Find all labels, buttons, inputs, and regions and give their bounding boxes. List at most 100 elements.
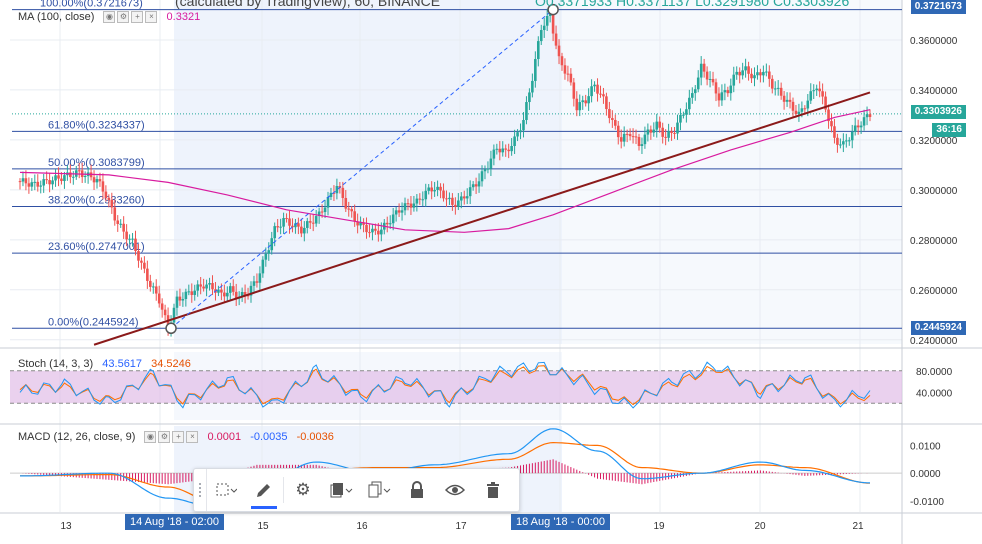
price-axis-label: 0.3200000 — [910, 136, 958, 147]
candle-body — [92, 177, 96, 183]
candle-body — [137, 251, 140, 261]
ma-legend[interactable]: MA (100, close) ◉ ⚙ + × 0.3321 — [18, 11, 201, 24]
candle-body — [842, 141, 845, 145]
candle-body — [753, 75, 756, 79]
candle-body — [803, 108, 807, 110]
candle-body — [388, 223, 392, 225]
gear-icon[interactable]: ⚙ — [117, 11, 130, 24]
gear-icon[interactable]: ⚙ — [158, 431, 171, 444]
settings-button[interactable]: ⚙ — [284, 469, 322, 511]
candle-body — [116, 220, 120, 224]
select-tool-button[interactable] — [207, 469, 245, 511]
candle-body — [72, 176, 75, 178]
candle-body — [231, 286, 235, 292]
candle-body — [720, 92, 724, 101]
candle-body — [264, 253, 268, 260]
candle-body — [18, 181, 22, 183]
ma-legend-value: 0.3321 — [166, 11, 201, 23]
candle-body — [439, 186, 442, 191]
candle-body — [501, 148, 505, 153]
candle-body — [368, 232, 371, 234]
fib-level-label: 38.20%(0.2933260) — [48, 195, 145, 207]
draw-tool-button[interactable] — [245, 469, 283, 511]
candle-body — [323, 207, 327, 213]
time-axis-label: 17 — [455, 521, 467, 532]
candle-body — [454, 204, 457, 207]
candle-body — [273, 226, 277, 239]
candle-body — [107, 197, 111, 200]
price-axis-label: 0.2600000 — [910, 286, 958, 297]
fibonacci-retracement: 100.00%(0.3721673) 61.80%(0.3234337) 50.00… — [12, 0, 902, 329]
plus-icon[interactable]: + — [131, 11, 144, 24]
drawing-toolbar[interactable]: ⚙ — [193, 468, 520, 512]
time-badge-start: 14 Aug '18 - 02:00 — [125, 514, 224, 530]
candle-body — [528, 92, 531, 103]
candle-body — [551, 13, 555, 34]
candle-body — [498, 148, 502, 153]
candle-body — [166, 315, 170, 330]
candle-body — [833, 126, 836, 138]
hide-button[interactable] — [436, 469, 474, 511]
copy-button[interactable] — [360, 469, 398, 511]
candle-body — [525, 102, 528, 121]
candle-body — [21, 178, 25, 182]
select-icon — [216, 483, 237, 496]
plus-icon[interactable]: + — [172, 431, 185, 444]
candle-body — [320, 211, 324, 213]
layers-icon — [330, 483, 353, 498]
candle-body — [415, 198, 419, 204]
candle-body — [184, 291, 188, 299]
candle-body — [776, 87, 780, 89]
macd-legend[interactable]: MACD (12, 26, close, 9) ◉ ⚙ + × 0.0001 -0.0… — [18, 431, 334, 444]
candle-body — [54, 175, 57, 181]
layers-button[interactable] — [322, 469, 360, 511]
candle-body — [797, 111, 801, 115]
candle-body — [859, 125, 863, 128]
ma-legend-label: MA (100, close) — [18, 11, 95, 23]
candle-body — [122, 223, 125, 232]
candle-body — [548, 13, 552, 16]
eye-icon[interactable]: ◉ — [144, 431, 157, 444]
candle-body — [329, 192, 333, 197]
candle-body — [48, 180, 51, 185]
stoch-legend[interactable]: Stoch (14, 3, 3) 43.5617 34.5246 — [18, 358, 191, 370]
candle-body — [240, 292, 244, 297]
macd-axis-label: -0.0100 — [910, 497, 944, 508]
candle-body — [738, 71, 741, 76]
candle-body — [658, 121, 662, 128]
macd-hist-value: 0.0001 — [207, 431, 242, 443]
candle-body — [69, 172, 72, 178]
macd-pane: 0.0100 0.0000 -0.0100 — [10, 428, 944, 508]
candle-body — [474, 184, 478, 187]
candle-body — [465, 196, 469, 199]
candle-body — [228, 286, 232, 293]
candle-body — [374, 228, 377, 231]
candle-body — [305, 221, 309, 228]
candle-body — [850, 131, 854, 141]
candle-body — [125, 231, 128, 240]
close-icon[interactable]: × — [186, 431, 199, 444]
candle-body — [631, 136, 635, 138]
candle-body — [400, 210, 404, 213]
lock-button[interactable] — [398, 469, 436, 511]
stoch-legend-label: Stoch (14, 3, 3) — [18, 358, 94, 370]
delete-button[interactable] — [474, 469, 512, 511]
candle-body — [300, 226, 303, 234]
low-price-badge: 0.2445924 — [910, 321, 966, 335]
toolbar-drag-handle[interactable] — [194, 469, 207, 511]
eye-icon[interactable]: ◉ — [103, 11, 116, 24]
candle-body — [593, 84, 596, 87]
candle-body — [480, 171, 484, 182]
candle-body — [252, 281, 256, 286]
candle-body — [830, 121, 833, 127]
ma-legend-buttons[interactable]: ◉ ⚙ + × — [103, 11, 158, 24]
macd-legend-buttons[interactable]: ◉ ⚙ + × — [144, 431, 199, 444]
candle-body — [785, 99, 789, 102]
close-icon[interactable]: × — [145, 11, 158, 24]
candle-body — [531, 80, 534, 93]
candle-body — [433, 189, 436, 192]
candle-body — [862, 117, 866, 126]
time-badge-end: 18 Aug '18 - 00:00 — [511, 514, 610, 530]
candle-body — [513, 136, 516, 146]
